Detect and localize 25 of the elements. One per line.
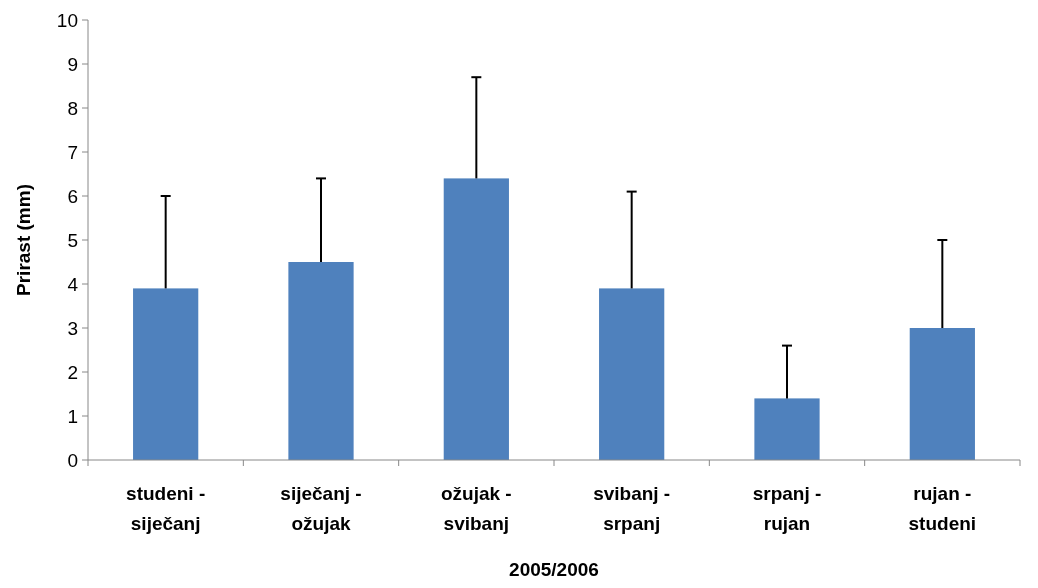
x-tick-label: rujan - studeni	[908, 483, 977, 534]
y-tick-label: 4	[67, 273, 79, 295]
x-tick-label: studeni - siječanj	[126, 483, 206, 534]
y-tick-label: 1	[67, 405, 78, 427]
bar	[599, 288, 665, 460]
y-tick-label: 8	[67, 97, 78, 119]
bar	[443, 178, 509, 460]
y-tick-label: 0	[67, 449, 78, 471]
bar	[754, 398, 820, 460]
bar	[133, 288, 199, 460]
y-tick-label: 3	[67, 317, 78, 339]
y-tick-label: 5	[67, 229, 78, 251]
bar	[909, 328, 975, 460]
y-tick-label: 9	[67, 53, 78, 75]
y-axis-title: Prirast (mm)	[13, 184, 34, 296]
bar	[288, 262, 354, 460]
y-tick-label: 10	[56, 9, 78, 31]
x-tick-label: ožujak - svibanj	[440, 483, 512, 534]
y-tick-label: 7	[67, 141, 78, 163]
y-tick-label: 6	[67, 185, 78, 207]
y-tick-label: 2	[67, 361, 78, 383]
x-tick-label: svibanj - srpanj	[593, 483, 671, 534]
x-tick-label: srpanj - rujan	[752, 483, 822, 534]
x-axis-title: 2005/2006	[509, 559, 599, 580]
x-tick-label: siječanj - ožujak	[280, 483, 362, 534]
